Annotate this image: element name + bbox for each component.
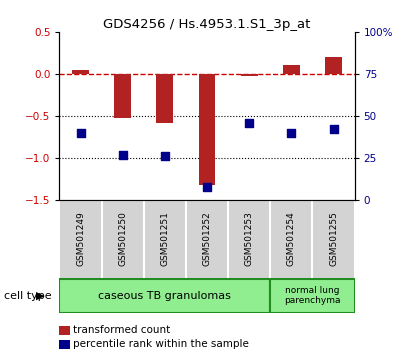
Text: transformed count: transformed count	[72, 325, 169, 335]
Text: GSM501250: GSM501250	[118, 211, 127, 267]
Bar	[282, 65, 299, 74]
Text: cell type: cell type	[4, 291, 52, 301]
Bar	[198, 74, 215, 185]
Bar	[114, 74, 131, 118]
Text: caseous TB granulomas: caseous TB granulomas	[98, 291, 231, 301]
Text: normal lung
parenchyma: normal lung parenchyma	[283, 286, 340, 305]
Bar	[72, 70, 89, 74]
Text: GSM501254: GSM501254	[286, 212, 295, 266]
Bar	[324, 57, 341, 74]
Text: GSM501253: GSM501253	[244, 211, 253, 267]
FancyBboxPatch shape	[270, 279, 354, 313]
Point	[330, 127, 336, 132]
FancyBboxPatch shape	[59, 279, 270, 313]
Point	[77, 130, 83, 136]
Text: GSM501255: GSM501255	[328, 211, 337, 267]
Point	[245, 120, 252, 126]
Text: GSM501252: GSM501252	[202, 212, 211, 266]
Text: GSM501251: GSM501251	[160, 211, 169, 267]
Point	[288, 130, 294, 136]
Point	[161, 154, 168, 159]
Text: GSM501249: GSM501249	[76, 212, 85, 266]
Point	[203, 184, 210, 189]
Text: percentile rank within the sample: percentile rank within the sample	[72, 339, 248, 349]
Text: ▶: ▶	[36, 291, 44, 301]
Bar	[156, 74, 173, 123]
Point	[119, 152, 126, 158]
Title: GDS4256 / Hs.4953.1.S1_3p_at: GDS4256 / Hs.4953.1.S1_3p_at	[103, 18, 310, 31]
Bar	[240, 74, 257, 76]
